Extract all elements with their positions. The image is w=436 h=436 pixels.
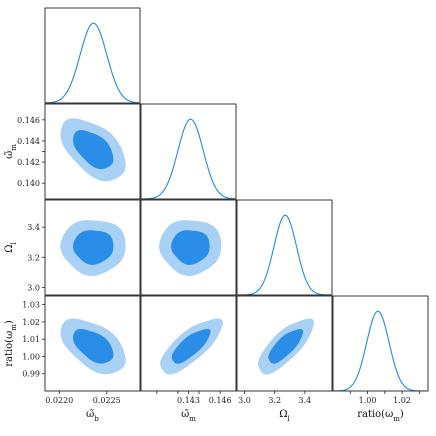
panel-ol-vs-ratio: 3.0 3.2 3.4 Ωl [236, 295, 333, 423]
y-tick-label: 0.144 [17, 137, 40, 146]
x-axis-label-ob: ω̃b [86, 409, 99, 423]
contour-68-om-ratio [171, 328, 211, 364]
y-tick-label: 0.99 [22, 370, 40, 379]
y-tick-label: 3.0 [27, 283, 40, 292]
contour-68-ol-ratio [268, 328, 304, 364]
x-tick-label: 3.2 [268, 396, 281, 405]
panel-om-vs-ol [140, 199, 237, 296]
panel-ob-marginal [44, 7, 141, 104]
panel-om-marginal [140, 103, 237, 200]
y-axis-label-om: ω̃m [4, 144, 18, 159]
x-tick-label: 3.4 [298, 396, 311, 405]
panel-frame [140, 199, 237, 296]
y-tick-label: 3.4 [27, 223, 40, 232]
panel-ob-vs-ol: 3.0 3.2 3.4 Ωl [4, 199, 141, 296]
contour-68-ob-om [73, 130, 114, 170]
x-tick-label: 0.146 [209, 396, 232, 405]
panel-frame [236, 199, 333, 296]
panel-ob-vs-om: 0.140 0.142 0.144 0.146 ω̃m [4, 103, 141, 200]
marginal-curve-ratio [333, 310, 428, 391]
marginal-curve-om [141, 118, 236, 199]
x-tick-label: 0.0225 [93, 396, 121, 405]
x-tick-label: 1.00 [359, 396, 377, 405]
panel-frame [140, 103, 237, 200]
y-axis-label-ol: Ωl [4, 241, 18, 252]
y-tick-label: 1.00 [22, 352, 40, 361]
y-tick-label: 1.02 [22, 318, 40, 327]
x-tick-label: 1.02 [393, 396, 411, 405]
panel-frame [236, 295, 333, 392]
y-tick-label: 0.142 [17, 158, 40, 167]
panel-ratio-marginal: 1.00 1.02 ratio(ωm) [332, 295, 429, 423]
y-tick-label: 1.01 [22, 335, 40, 344]
x-axis-label-om: ω̃m [181, 409, 196, 423]
panel-frame [44, 7, 141, 104]
x-tick-label: 3.0 [238, 396, 251, 405]
panel-frame [44, 295, 141, 392]
x-axis-label-ratio: ratio(ωm) [357, 409, 404, 423]
marginal-curve-ol [237, 214, 332, 295]
x-tick-label: 0.143 [177, 396, 200, 405]
y-axis-label-ratio: ratio(ωm) [4, 320, 18, 367]
panel-ol-marginal [236, 199, 333, 296]
contour-68-ob-ol [72, 230, 114, 265]
x-axis-label-ol: Ωl [279, 409, 290, 423]
panel-om-vs-ratio: 0.143 0.146 ω̃m [140, 295, 237, 423]
y-tick-label: 1.03 [22, 301, 40, 310]
contour-68-om-ol [171, 230, 210, 265]
marginal-curve-ob [45, 22, 140, 103]
panel-ob-vs-ratio: 0.0220 0.0225 ω̃b 0.99 1.00 1.01 1.02 1.03 ratio… [4, 295, 141, 423]
y-tick-label: 0.140 [17, 179, 40, 188]
y-tick-label: 0.146 [17, 116, 40, 125]
x-tick-label: 0.0220 [45, 396, 73, 405]
panel-frame [44, 199, 141, 296]
panel-frame [332, 295, 429, 392]
contour-68-ob-ratio [73, 328, 114, 364]
y-tick-label: 3.2 [27, 253, 40, 262]
